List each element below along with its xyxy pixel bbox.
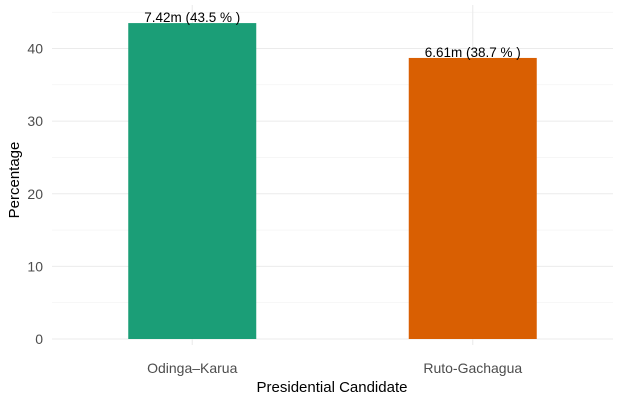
y-axis-title: Percentage: [6, 142, 23, 219]
bar-1: [128, 23, 257, 340]
data-label: 7.42m (43.5 % ): [144, 10, 240, 25]
y-tick-label: 30: [27, 113, 43, 129]
x-axis-ticks: Odinga–Karua Ruto-Gachagua: [147, 360, 522, 376]
bar-2: [408, 57, 537, 339]
data-label: 6.61m (38.7 % ): [425, 45, 521, 60]
x-axis-title: Presidential Candidate: [257, 379, 408, 396]
bars: [128, 23, 537, 340]
data-labels: 7.42m (43.5 % ) 6.61m (38.7 % ): [144, 10, 521, 60]
x-tick-label: Ruto-Gachagua: [423, 360, 522, 376]
y-tick-label: 0: [35, 331, 43, 347]
y-tick-label: 40: [27, 41, 43, 57]
y-axis-ticks: 0 10 20 30 40: [27, 41, 43, 348]
y-tick-label: 10: [27, 258, 43, 274]
x-tick-label: Odinga–Karua: [147, 360, 238, 376]
y-tick-label: 20: [27, 186, 43, 202]
